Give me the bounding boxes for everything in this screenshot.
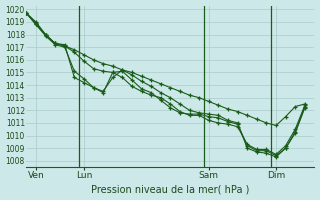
X-axis label: Pression niveau de la mer( hPa ): Pression niveau de la mer( hPa ) (91, 184, 250, 194)
